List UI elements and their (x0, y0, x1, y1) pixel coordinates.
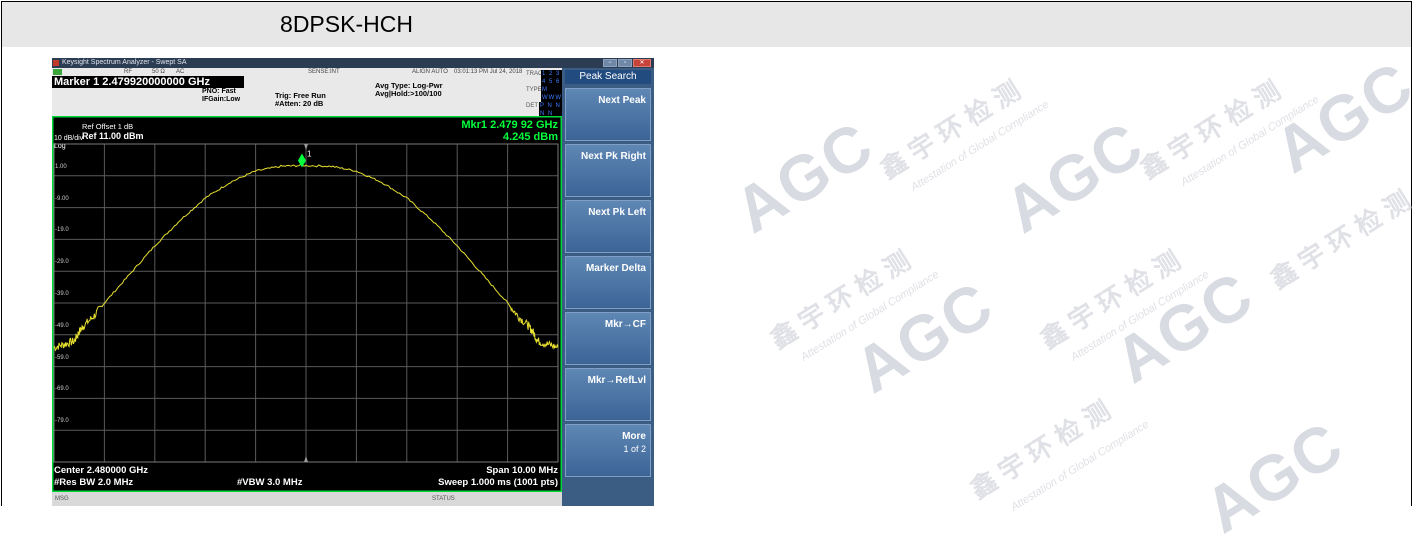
impedance-label: 50 Ω (152, 69, 165, 75)
softkey-marker-delta[interactable]: Marker Delta (565, 256, 651, 309)
y-tick-label: -59.0 (55, 354, 69, 361)
spectrum-analyzer-window: Keysight Spectrum Analyzer - Swept SA − … (52, 58, 654, 506)
res-bw-label: #Res BW 2.0 MHz (54, 477, 134, 488)
softkey-next-pk-right[interactable]: Next Pk Right (565, 144, 651, 197)
softkey-label: Mkr→RefLvl (587, 375, 646, 386)
softkey-mkr-cf[interactable]: Mkr→CF (565, 312, 651, 365)
rf-bar: RF 50 Ω AC SENSE:INT ALIGN AUTO 03:01:13… (52, 68, 562, 76)
softkey-label: Next Peak (598, 95, 646, 106)
marker-number-label: 1 (307, 149, 312, 158)
center-freq-tick-icon (304, 456, 308, 462)
atten-label: #Atten: 20 dB (275, 99, 324, 108)
marker-readout-level: 4.245 dBm (502, 131, 558, 143)
plot-border (52, 116, 562, 492)
msg-label: MSG (55, 496, 69, 502)
pno-label: PNO: Fast (202, 88, 236, 95)
status-label: STATUS (432, 496, 455, 502)
softkey-menu-title: Peak Search (565, 70, 651, 84)
lxi-icon (53, 69, 62, 75)
trig-label: Trig: Free Run (275, 91, 326, 100)
span-label: Span 10.00 MHz (486, 465, 558, 476)
ref-level-label: Ref 11.00 dBm (82, 131, 144, 141)
y-tick-label: -49.0 (55, 322, 69, 329)
table-cell-right (691, 47, 1412, 506)
softkey-label: Mkr→CF (604, 319, 646, 330)
table-header-empty (691, 1, 1412, 48)
y-tick-label: -69.0 (55, 386, 69, 393)
softkey-sublabel: 1 of 2 (623, 444, 646, 454)
trace-label: TRACE (526, 71, 547, 77)
maximize-button[interactable]: ▫ (618, 59, 632, 67)
plot-area: Ref Offset 1 dB Ref 11.00 dBm 10 dB/div … (52, 116, 562, 492)
mode-title: 8DPSK-HCH (280, 11, 413, 37)
marker-title[interactable]: Marker 1 2.479920000000 GHz (52, 76, 244, 88)
rf-label: RF (124, 69, 132, 75)
keysight-logo-icon (53, 60, 59, 66)
trace-value: 1 2 3 4 5 6 (541, 70, 562, 86)
ref-offset-label: Ref Offset 1 dB (82, 122, 134, 131)
y-tick-label: -19.0 (55, 227, 69, 234)
vbw-label: #VBW 3.0 MHz (237, 477, 303, 488)
avg-hold-label: Avg|Hold:>100/100 (375, 89, 442, 98)
coupling-label: AC (176, 69, 185, 75)
message-bar: MSG STATUS (52, 492, 562, 506)
align-label: ALIGN AUTO (412, 69, 448, 75)
avg-type-label: Avg Type: Log-Pwr (375, 81, 443, 90)
window-titlebar: Keysight Spectrum Analyzer - Swept SA − … (52, 58, 654, 68)
scale-type: Log (54, 143, 66, 150)
y-tick-label: -79.0 (55, 418, 69, 425)
det-label: DET (526, 103, 538, 109)
marker-diamond-icon (297, 153, 306, 168)
minimize-button[interactable]: − (603, 59, 617, 67)
window-title: Keysight Spectrum Analyzer - Swept SA (62, 59, 187, 66)
trace-indicator: TRACE 1 2 3 4 5 6 TYPE M WWWWW DET P N N N … (526, 70, 577, 126)
ifgain-label: IFGain:Low (202, 96, 241, 103)
type-label: TYPE (526, 87, 542, 93)
softkey-label: Next Pk Left (588, 207, 646, 218)
marker-readout-freq: Mkr1 2.479 92 GHz (461, 119, 558, 131)
spectrum-plot[interactable]: 1 (52, 116, 562, 492)
y-tick-label: -39.0 (55, 291, 69, 297)
datetime-label: 03:01:13 PM Jul 24, 2018 (454, 69, 523, 75)
softkey-more[interactable]: More 1 of 2 (565, 424, 651, 477)
y-tick-label: -9.00 (55, 195, 69, 202)
scale-label: 10 dB/div Log (54, 135, 83, 151)
softkey-label: Next Pk Right (580, 151, 646, 162)
sense-label: SENSE:INT (308, 69, 340, 75)
softkey-label: More (622, 431, 646, 442)
y-tick-label: -29.0 (55, 259, 69, 266)
scale-value: 10 dB/div (54, 135, 84, 142)
softkey-mkr-reflvl[interactable]: Mkr→RefLvl (565, 368, 651, 421)
sweep-label: Sweep 1.000 ms (1001 pts) (438, 477, 558, 488)
softkey-next-peak[interactable]: Next Peak (565, 88, 651, 141)
window-controls: − ▫ ✕ (603, 59, 651, 67)
settings-panel: RF 50 Ω AC SENSE:INT ALIGN AUTO 03:01:13… (52, 68, 577, 126)
top-tick-icon (304, 144, 308, 150)
softkey-label: Marker Delta (585, 263, 646, 274)
y-tick-label: 1.00 (55, 163, 67, 170)
center-freq-label: Center 2.480000 GHz (54, 465, 148, 476)
softkey-panel: Peak Search Next Peak Next Pk Right Next… (562, 68, 654, 506)
marker-readout: Mkr1 2.479 92 GHz 4.245 dBm (461, 119, 558, 143)
softkey-next-pk-left[interactable]: Next Pk Left (565, 200, 651, 253)
close-button[interactable]: ✕ (633, 59, 651, 67)
table-header-mode: 8DPSK-HCH (1, 1, 692, 48)
